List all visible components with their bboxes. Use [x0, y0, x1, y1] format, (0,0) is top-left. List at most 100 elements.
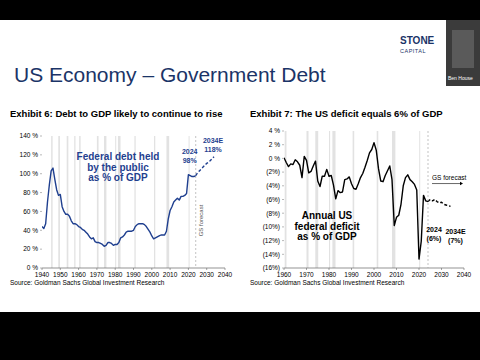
x-tick	[419, 268, 420, 270]
annotation: (6%)	[427, 235, 442, 243]
chart: Exhibit 7: The US deficit equals 6% of G…	[250, 108, 472, 286]
x-tick	[206, 268, 207, 270]
recession-band	[51, 136, 52, 268]
forecast-label: GS forecast	[432, 174, 467, 181]
y-tick	[40, 192, 42, 193]
series-line	[428, 200, 451, 207]
x-tick-label: 2030	[434, 271, 449, 278]
x-tick	[151, 268, 152, 270]
label-line: federal deficit	[294, 221, 360, 232]
x-tick	[170, 268, 171, 270]
slide-title: US Economy – Government Debt	[14, 63, 326, 86]
x-tick-label: 2010	[163, 271, 178, 278]
x-tick-label: 1980	[322, 271, 337, 278]
y-tick-label: 0 %	[269, 155, 280, 162]
annotation: 2024	[426, 226, 442, 233]
x-tick-label: 1970	[90, 271, 105, 278]
y-tick-label: (4%)	[266, 182, 280, 190]
y-tick-label: 140 %	[20, 132, 39, 139]
y-tick-label: 40 %	[23, 227, 38, 234]
logo-box	[398, 28, 444, 58]
x-tick	[225, 268, 226, 270]
logo-text: STONE	[400, 35, 435, 46]
label-line: Federal debt held	[77, 151, 160, 162]
x-tick-label: 2020	[412, 271, 427, 278]
y-tick	[282, 199, 284, 200]
x-tick-label: 1940	[35, 271, 50, 278]
recession-band	[166, 136, 169, 268]
y-tick	[40, 136, 42, 137]
x-tick-label: 2020	[181, 271, 196, 278]
x-tick	[96, 268, 97, 270]
x-tick	[396, 268, 397, 270]
forecast-arrowhead	[460, 182, 463, 186]
x-tick-label: 1990	[344, 271, 359, 278]
x-tick-label: 1960	[277, 271, 292, 278]
y-tick-label: (6%)	[266, 196, 280, 204]
presenter-figure	[452, 30, 474, 68]
x-tick-label: 2040	[457, 271, 472, 278]
y-tick	[282, 254, 284, 255]
label-line: as % of GDP	[88, 172, 148, 183]
x-tick	[133, 268, 134, 270]
y-tick	[40, 154, 42, 155]
y-tick	[282, 213, 284, 214]
chart: Exhibit 6: Debt to GDP likely to continu…	[10, 108, 233, 286]
x-tick-label: 1950	[53, 271, 68, 278]
presenter-name: Ben House	[448, 75, 473, 81]
y-tick	[40, 249, 42, 250]
source-note: Source: Goldman Sachs Global Investment …	[10, 279, 165, 286]
source-note: Source: Goldman Sachs Global Investment …	[250, 279, 405, 286]
x-tick	[351, 268, 352, 270]
x-tick-label: 1960	[71, 271, 86, 278]
series-line	[284, 143, 428, 259]
annotation: 2034E	[445, 228, 466, 235]
annotation: 98%	[183, 157, 198, 164]
y-tick	[282, 240, 284, 241]
x-tick	[78, 268, 79, 270]
x-tick-label: 2030	[199, 271, 214, 278]
x-tick-label: 2000	[145, 271, 160, 278]
y-tick-label: 2 %	[269, 141, 280, 148]
plot-area	[284, 131, 451, 268]
slide-page	[0, 20, 480, 312]
y-tick	[282, 172, 284, 173]
y-tick	[282, 226, 284, 227]
recession-band	[67, 136, 69, 268]
annotation: (7%)	[448, 237, 463, 245]
series-line	[42, 168, 196, 246]
y-tick	[282, 185, 284, 186]
presenter-video	[446, 20, 480, 86]
recession-band	[307, 131, 309, 268]
x-tick-label: 1970	[299, 271, 314, 278]
y-tick-label: 20 %	[23, 245, 38, 252]
label-line: by the public	[87, 162, 149, 173]
logo-text: CAPITAL	[400, 48, 426, 54]
label-line: as % of GDP	[297, 231, 357, 242]
chart-title: Exhibit 7: The US deficit equals 6% of G…	[250, 108, 443, 119]
recession-band	[58, 136, 60, 268]
y-tick	[40, 173, 42, 174]
annotation: 118%	[204, 146, 222, 153]
annotation: 2034E	[203, 137, 224, 144]
y-tick-label: 100 %	[20, 170, 39, 177]
y-tick	[40, 211, 42, 212]
x-tick	[188, 268, 189, 270]
annotation: 2024	[182, 148, 198, 155]
x-tick	[60, 268, 61, 270]
x-tick-label: 1990	[126, 271, 141, 278]
x-tick	[42, 268, 43, 270]
x-tick	[441, 268, 442, 270]
y-tick-label: (14%)	[263, 251, 280, 259]
y-tick-label: (8%)	[266, 210, 280, 218]
chart-title: Exhibit 6: Debt to GDP likely to continu…	[10, 108, 223, 119]
x-tick-label: 2000	[367, 271, 382, 278]
recession-band	[329, 131, 330, 268]
recession-band	[332, 131, 335, 268]
background	[0, 0, 480, 360]
x-tick	[306, 268, 307, 270]
y-tick	[282, 144, 284, 145]
y-tick-label: (12%)	[263, 237, 280, 245]
y-tick-label: 60 %	[23, 208, 38, 215]
y-tick	[40, 230, 42, 231]
